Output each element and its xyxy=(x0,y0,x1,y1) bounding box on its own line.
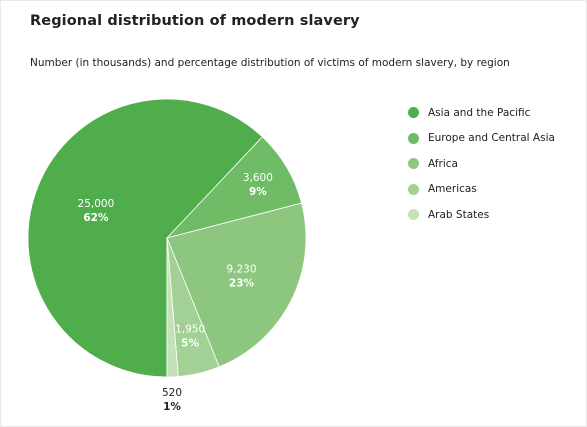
pie-slice-africa xyxy=(166,202,307,368)
slice-value-label-americas: 1,950 xyxy=(175,323,205,335)
chart-legend: Asia and the Pacific Europe and Central A… xyxy=(408,100,555,228)
legend-label-americas: Americas xyxy=(428,183,477,196)
legend-item-europe-and-central-asia: Europe and Central Asia xyxy=(408,126,555,152)
slice-percent-label-africa: 23% xyxy=(229,278,255,290)
legend-swatch-arab-states xyxy=(408,209,419,221)
pie-slice-arab-states xyxy=(166,237,179,378)
slice-value-label-asia-and-the-pacific: 25,000 xyxy=(78,198,115,210)
legend-item-africa: Africa xyxy=(408,151,555,177)
slice-value-label-europe-and-central-asia: 3,600 xyxy=(243,172,273,184)
legend-item-americas: Americas xyxy=(408,177,555,203)
legend-label-africa: Africa xyxy=(428,157,458,170)
legend-swatch-asia-and-the-pacific xyxy=(408,107,419,119)
legend-item-asia-and-the-pacific: Asia and the Pacific xyxy=(408,100,555,126)
legend-label-europe-and-central-asia: Europe and Central Asia xyxy=(428,132,555,145)
slice-percent-label-europe-and-central-asia: 9% xyxy=(249,186,267,198)
pie-slice-asia-and-the-pacific xyxy=(27,98,263,378)
legend-label-arab-states: Arab States xyxy=(428,208,490,221)
legend-swatch-africa xyxy=(408,158,419,170)
slice-percent-label-asia-and-the-pacific: 62% xyxy=(83,212,109,224)
slice-value-label-arab-states: 520 xyxy=(162,387,182,399)
legend-swatch-americas xyxy=(408,183,419,195)
legend-item-arab-states: Arab States xyxy=(408,202,555,228)
slice-value-label-africa: 9,230 xyxy=(226,264,256,276)
chart-title: Regional distribution of modern slavery xyxy=(30,13,360,29)
legend-swatch-europe-and-central-asia xyxy=(408,132,419,144)
chart-subtitle: Number (in thousands) and percentage dis… xyxy=(30,57,510,69)
slice-percent-label-americas: 5% xyxy=(181,337,199,349)
legend-label-asia-and-the-pacific: Asia and the Pacific xyxy=(428,106,531,119)
slice-percent-label-arab-states: 1% xyxy=(163,401,181,413)
